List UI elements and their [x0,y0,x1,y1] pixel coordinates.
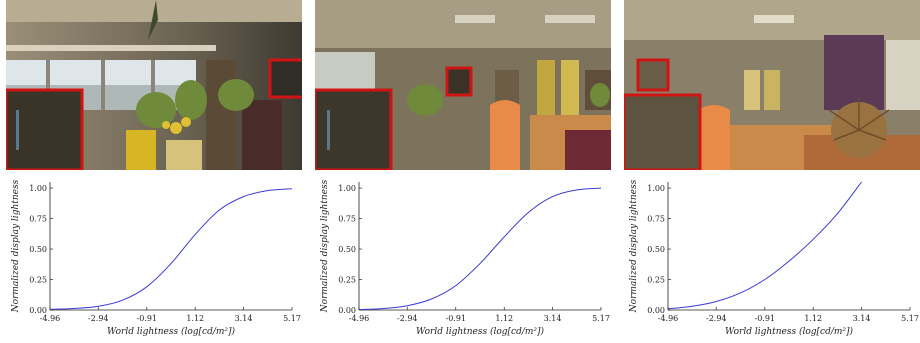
tone-curve-chart-3: -4.96 -2.94 -0.91 1.12 3.14 5.17 0.00 0.25 0.50 0… [624,170,920,343]
x-axis-label: World lightness (log[cd/m²]) [725,326,854,337]
y-axis-label: Normalized display lightness [629,179,639,313]
figure-panel-2: -4.96 -2.94 -0.91 1.12 3.14 5.17 0.00 0.25 0.50 0… [315,0,611,343]
figure-panel-1: -4.96 -2.94 -0.91 1.12 3.14 5.17 0.00 0.25 0.50 0… [6,0,302,343]
y-tick-label: 0.75 [647,215,665,224]
y-tick-label: 0.25 [647,276,665,285]
x-tick-label: 5.17 [901,314,919,323]
x-axis-label: World lightness (log[cd/m²]) [107,326,236,337]
y-tick-label: 0.00 [647,306,665,315]
tone-curve-line [50,188,292,310]
y-axis-label: Normalized display lightness [320,179,330,313]
x-tick-label: 3.14 [235,314,253,323]
x-tick-label: 3.14 [853,314,871,323]
tone-curve-line [668,181,862,310]
x-tick-label: -0.91 [754,314,775,323]
y-tick-label: 0.50 [338,245,356,254]
y-tick-label: 0.75 [338,215,356,224]
x-tick-label: 1.12 [495,314,513,323]
x-tick-label: -4.96 [349,314,370,323]
x-tick-label: -4.96 [658,314,679,323]
y-tick-label: 1.00 [338,184,356,193]
x-tick-label: -4.96 [40,314,61,323]
x-tick-label: 5.17 [283,314,301,323]
tone-curve-chart-2: -4.96 -2.94 -0.91 1.12 3.14 5.17 0.00 0.25 0.50 0… [315,170,611,343]
x-tick-label: -2.94 [706,314,727,323]
scene-photo-2 [315,0,611,170]
y-tick-label: 0.00 [29,306,47,315]
y-tick-label: 0.00 [338,306,356,315]
figure-panel-3: -4.96 -2.94 -0.91 1.12 3.14 5.17 0.00 0.25 0.50 0… [624,0,920,343]
y-tick-label: 1.00 [647,184,665,193]
scene-photo-3 [624,0,920,170]
tone-curve-line [359,187,601,310]
x-tick-label: 1.12 [804,314,822,323]
y-tick-label: 0.50 [29,245,47,254]
y-tick-label: 0.50 [647,245,665,254]
x-tick-label: -0.91 [136,314,157,323]
x-axis-label: World lightness (log[cd/m²]) [416,326,545,337]
x-tick-label: 3.14 [544,314,562,323]
x-tick-label: -2.94 [88,314,109,323]
y-tick-label: 1.00 [29,184,47,193]
x-tick-label: -2.94 [397,314,418,323]
x-tick-label: 5.17 [592,314,610,323]
y-tick-label: 0.25 [29,276,47,285]
y-tick-label: 0.75 [29,215,47,224]
tone-curve-chart-1: -4.96 -2.94 -0.91 1.12 3.14 5.17 0.00 0.25 0.50 0… [6,170,302,343]
scene-photo-1 [6,0,302,170]
x-tick-label: -0.91 [445,314,466,323]
y-tick-label: 0.25 [338,276,356,285]
x-tick-label: 1.12 [186,314,204,323]
y-axis-label: Normalized display lightness [11,179,21,313]
